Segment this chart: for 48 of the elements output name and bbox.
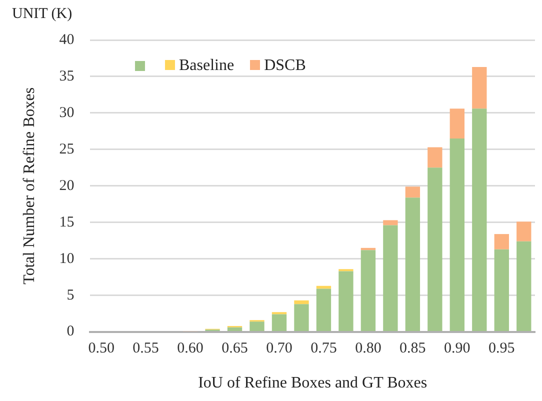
- bar: [516, 241, 532, 332]
- bar: [494, 234, 509, 250]
- bar: [338, 271, 354, 332]
- x-tick-label: 0.70: [266, 340, 292, 357]
- x-tick-label: 0.90: [444, 340, 470, 357]
- y-tick-label: 10: [59, 250, 74, 267]
- bar: [294, 304, 309, 332]
- y-tick-label: 35: [59, 68, 74, 84]
- y-tick-label: 15: [59, 214, 74, 230]
- y-tick-label: 0: [66, 324, 74, 340]
- x-tick-label: 0.85: [400, 340, 426, 357]
- bar: [360, 248, 376, 250]
- bar: [383, 220, 398, 226]
- x-tick-label: 0.65: [222, 340, 248, 357]
- bar: [494, 249, 509, 332]
- bar: [516, 222, 532, 242]
- x-tick-label: 0.80: [355, 340, 382, 357]
- x-tick-label: 0.95: [488, 340, 515, 357]
- text: UNIT (K): [12, 6, 72, 23]
- bar: [450, 138, 464, 332]
- y-tick-label: 40: [59, 32, 74, 48]
- x-tick-label: 0.60: [177, 340, 204, 357]
- y-axis-title: Total Number of Refine Boxes: [20, 87, 38, 284]
- bar: [405, 198, 420, 332]
- bar: [250, 322, 264, 332]
- legend-label: Baseline: [179, 57, 234, 74]
- x-tick-label: 0.50: [88, 340, 114, 357]
- bar: [472, 66, 487, 109]
- bar: [360, 250, 376, 332]
- bar: [227, 327, 242, 332]
- y-tick-label: 20: [59, 178, 74, 194]
- y-tick-label: 25: [59, 141, 74, 158]
- x-axis-title: IoU of Refine Boxes and GT Boxes: [198, 374, 428, 392]
- bar: [405, 186, 420, 198]
- bar: [383, 225, 398, 332]
- legend-label: DSCB: [264, 57, 306, 74]
- bar: [472, 108, 487, 332]
- x-tick-label: 0.55: [132, 340, 159, 357]
- bar: [450, 108, 464, 138]
- bar: [316, 286, 332, 289]
- bar: [428, 168, 442, 332]
- bar: [316, 288, 332, 332]
- x-tick-label: 0.75: [310, 340, 337, 357]
- bar: [428, 147, 442, 168]
- y-tick-label: 30: [59, 104, 74, 121]
- bar: [272, 314, 287, 332]
- y-tick-label: 5: [66, 287, 74, 304]
- bar: [294, 300, 309, 304]
